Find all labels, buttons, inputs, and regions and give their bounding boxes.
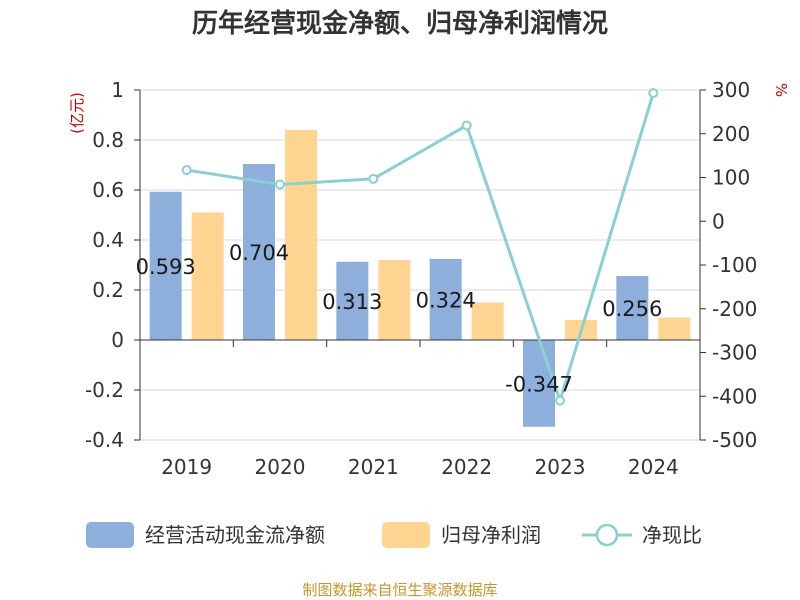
ratio-point — [648, 88, 659, 99]
left-tick-label: -0.2 — [85, 378, 124, 402]
bar-cash-flow — [149, 191, 182, 340]
ratio-point — [275, 179, 285, 190]
legend-label-net-profit: 归母净利润 — [441, 523, 541, 547]
left-tick-label: 0.2 — [92, 278, 124, 302]
legend-swatch-net-profit — [382, 522, 430, 548]
cash-flow-data-label: 0.324 — [416, 289, 476, 313]
x-tick-label: 2022 — [441, 455, 492, 479]
axes — [134, 89, 706, 441]
cash-flow-data-label: 0.593 — [136, 255, 196, 279]
x-tick-label: 2021 — [348, 455, 399, 479]
left-tick-label: 0.8 — [92, 128, 124, 152]
right-tick-label: -300 — [712, 341, 757, 365]
left-tick-label: 0 — [111, 328, 124, 352]
legend-label-ratio: 净现比 — [642, 523, 702, 547]
left-tick-label: 1 — [111, 78, 124, 102]
x-tick-label: 2023 — [535, 455, 586, 479]
x-tick-label: 2024 — [628, 455, 679, 479]
bar-cash-flow — [243, 164, 275, 340]
right-tick-label: 200 — [712, 122, 750, 146]
ratio-line-path — [186, 92, 655, 406]
ratio-point — [461, 120, 472, 131]
cash-flow-data-label: 0.313 — [322, 290, 382, 314]
ratio-point — [555, 395, 565, 406]
right-tick-label: -200 — [712, 297, 757, 321]
data-labels: 0.593 0.704 0.313 0.324 -0.347 0.256 — [136, 241, 663, 396]
right-tick-label: -500 — [712, 428, 757, 452]
legend-marker-ratio — [595, 523, 619, 547]
bar-net-profit — [378, 260, 411, 340]
bars — [149, 130, 691, 427]
right-tick-label: 300 — [712, 78, 750, 102]
ratio-line — [181, 88, 659, 406]
left-axis-unit: (亿元) — [68, 92, 86, 134]
bar-cash-flow — [616, 276, 649, 340]
right-axis-unit: % — [772, 83, 790, 97]
right-tick-label: -100 — [712, 253, 757, 277]
legend: 经营活动现金流净额 归母净利润 净现比 — [86, 522, 702, 548]
legend-swatch-cash-flow — [86, 522, 134, 548]
right-tick-label: 100 — [712, 166, 750, 190]
bar-net-profit — [191, 212, 224, 340]
legend-label-cash-flow: 经营活动现金流净额 — [145, 523, 325, 547]
bar-net-profit — [285, 130, 317, 340]
cash-flow-data-label: 0.256 — [602, 297, 662, 321]
ratio-point — [181, 165, 192, 176]
tick-labels: 1 0.8 0.6 0.4 0.2 0 -0.2 -0.4 300 200 100 0 -100 -200… — [85, 78, 757, 479]
cash-flow-data-label: -0.347 — [505, 372, 573, 396]
right-tick-label: -400 — [712, 384, 757, 408]
x-tick-label: 2019 — [161, 455, 212, 479]
bar-net-profit — [658, 317, 691, 340]
right-tick-label: 0 — [712, 209, 725, 233]
ratio-point — [368, 173, 379, 184]
source-note: 制图数据来自恒生聚源数据库 — [302, 581, 497, 599]
x-tick-label: 2020 — [255, 455, 306, 479]
left-tick-label: -0.4 — [85, 428, 124, 452]
left-tick-label: 0.4 — [92, 228, 124, 252]
left-tick-label: 0.6 — [92, 178, 124, 202]
bar-cash-flow — [336, 261, 369, 340]
grid-lines — [140, 89, 700, 441]
bar-cash-flow — [523, 340, 555, 427]
cash-flow-data-label: 0.704 — [229, 241, 289, 265]
bar-cash-flow — [429, 259, 462, 340]
bar-net-profit — [471, 302, 504, 340]
chart-title: 历年经营现金净额、归母净利润情况 — [192, 8, 608, 39]
